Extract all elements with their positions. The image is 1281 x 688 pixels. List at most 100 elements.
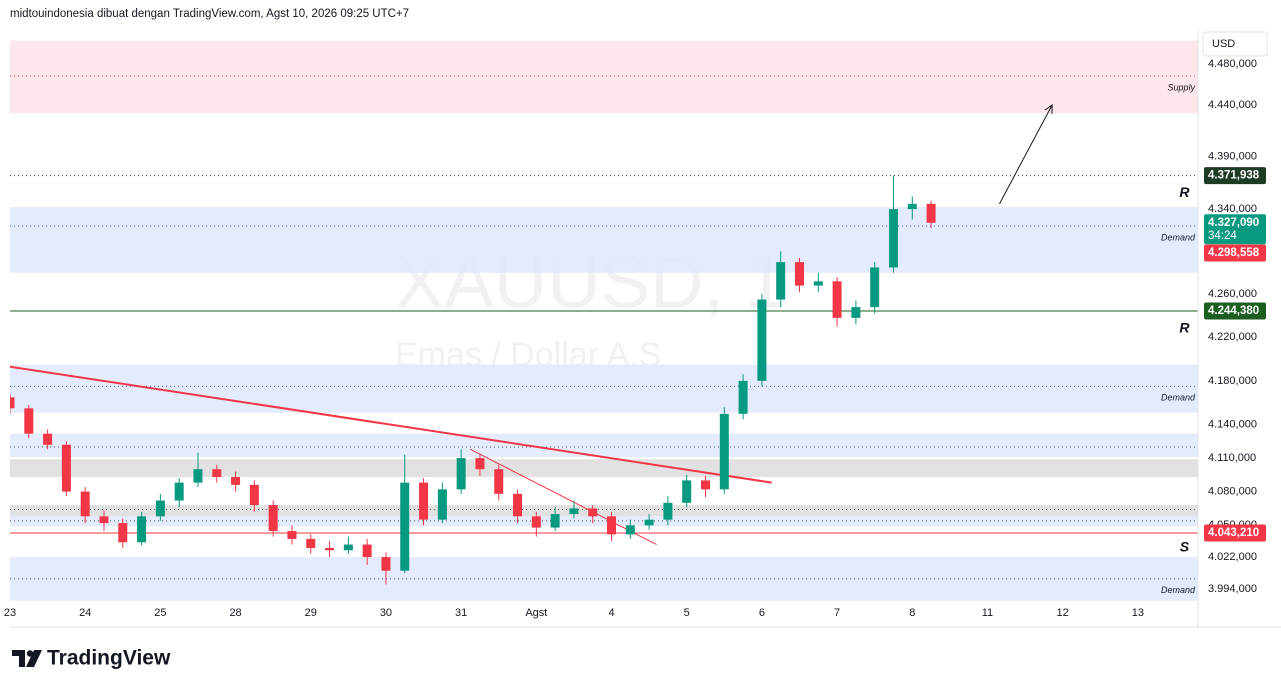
zone <box>10 364 1198 413</box>
level-marker: S <box>1180 539 1190 555</box>
zone <box>10 433 1198 457</box>
candle-body <box>212 469 222 478</box>
level-marker: R <box>1179 319 1190 335</box>
candle-body <box>870 267 880 308</box>
candle-body <box>118 523 128 543</box>
candle-body <box>776 262 786 300</box>
candle-body <box>888 209 898 268</box>
candle-body <box>268 505 278 531</box>
candle-body <box>907 203 917 210</box>
x-tick-label: 11 <box>982 607 993 619</box>
candle-body <box>757 299 767 381</box>
candle-body <box>174 482 184 501</box>
candle-body <box>249 484 259 506</box>
y-tick-label: 4.260,000 <box>1208 288 1257 300</box>
y-tick-label: 4.080,000 <box>1208 485 1257 497</box>
candle-body <box>231 477 241 485</box>
candle-body <box>832 281 842 318</box>
x-tick-label: 4 <box>608 607 614 619</box>
y-tick-label: 4.340,000 <box>1208 203 1257 215</box>
price-label: 4.327,090 <box>1208 217 1259 229</box>
x-tick-label: 29 <box>305 607 317 619</box>
zone <box>10 516 1198 527</box>
y-tick-label: 3.994,000 <box>1208 583 1257 595</box>
y-tick-label: 4.390,000 <box>1208 151 1257 163</box>
candle-body <box>738 380 748 414</box>
price-label: 4.298,558 <box>1208 247 1260 259</box>
x-tick-label: 23 <box>4 607 16 619</box>
candle-body <box>682 480 692 503</box>
x-tick-label: 6 <box>759 607 765 619</box>
x-tick-label: 24 <box>79 607 91 619</box>
candle-body <box>794 262 804 286</box>
candle-body <box>419 482 429 520</box>
candle-body <box>813 281 823 286</box>
candle-body <box>43 433 53 445</box>
candle-body <box>155 500 165 517</box>
arrow <box>999 105 1052 205</box>
level-marker: R <box>1179 184 1190 200</box>
candle-body <box>61 444 71 492</box>
candle-body <box>607 516 617 535</box>
y-tick-label: 4.440,000 <box>1208 99 1257 111</box>
candle-body <box>625 525 635 535</box>
price-label-box <box>1204 524 1266 542</box>
candle-body <box>325 547 335 551</box>
candle-body <box>531 516 541 528</box>
y-tick-label: 4.480,000 <box>1208 58 1257 70</box>
candle-body <box>644 519 654 526</box>
price-label: 4.043,210 <box>1208 527 1259 539</box>
zone-label: Demand <box>1161 585 1196 595</box>
currency: USD <box>1212 38 1235 50</box>
header: midtouindonesia dibuat dengan TradingVie… <box>10 8 409 20</box>
candle-body <box>362 544 372 558</box>
trendline <box>469 448 657 546</box>
candle-body <box>193 469 203 483</box>
x-tick-label: 7 <box>834 607 840 619</box>
candle-body <box>550 514 560 528</box>
currency-box[interactable] <box>1202 31 1268 57</box>
candle-body <box>381 557 391 571</box>
price-label: 4.244,380 <box>1208 305 1259 317</box>
price-label-box <box>1204 302 1266 320</box>
x-tick-label: 12 <box>1057 607 1069 619</box>
x-tick-label: 30 <box>380 607 392 619</box>
x-tick-label: 8 <box>909 607 915 619</box>
y-tick-label: 4.180,000 <box>1208 375 1257 387</box>
price-label-box <box>1204 214 1266 245</box>
price-label-box <box>1204 244 1266 262</box>
candle-body <box>306 538 316 548</box>
y-tick-label: 4.140,000 <box>1208 419 1257 431</box>
candle-body <box>569 508 579 515</box>
countdown: 34:24 <box>1208 230 1237 242</box>
candle-body <box>287 530 297 539</box>
candle-body <box>437 489 447 520</box>
y-tick-label: 4.110,000 <box>1208 452 1256 464</box>
candle-body <box>10 397 15 409</box>
candle-body <box>400 482 410 571</box>
x-tick-label: 5 <box>684 607 690 619</box>
price-label: 4.371,938 <box>1208 170 1260 182</box>
x-tick-label: 25 <box>154 607 166 619</box>
y-tick-label: 4.220,000 <box>1208 331 1257 343</box>
zone-label: Demand <box>1161 232 1196 242</box>
candle-body <box>24 408 34 434</box>
zone <box>10 557 1198 600</box>
candle-body <box>926 203 936 223</box>
price-label-box <box>1204 167 1266 185</box>
y-tick-label: 4.022,000 <box>1208 551 1257 563</box>
zone-label: Supply <box>1167 83 1195 93</box>
trendline <box>10 365 772 484</box>
x-tick-label: 13 <box>1132 607 1144 619</box>
candle-body <box>494 469 504 494</box>
zone <box>10 40 1198 114</box>
axes: 4.480,000 4.440,000 4.390,000 4.340,000 4.26… <box>4 58 1266 619</box>
zone <box>10 459 1198 478</box>
candle-body <box>343 544 353 551</box>
logo-text: TradingView <box>47 647 171 670</box>
zone <box>10 505 1198 517</box>
candle-body <box>456 458 466 490</box>
zone <box>10 207 1198 273</box>
candle-body <box>513 493 523 517</box>
